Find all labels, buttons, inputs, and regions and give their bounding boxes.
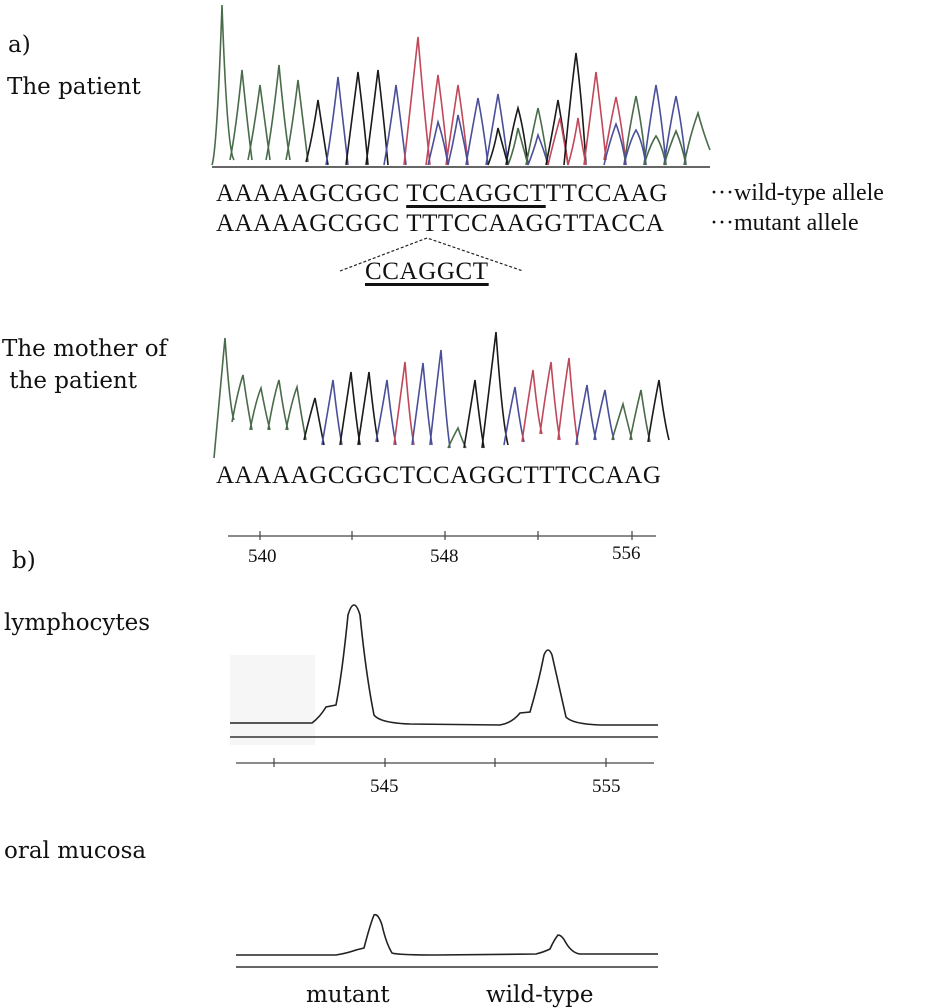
patient-mutant-sequence: AAAAAGCGGC TTTCCAAGGTTACCA	[216, 210, 665, 238]
oral-mucosa-label: oral mucosa	[4, 838, 147, 864]
mutant-seq-suffix: TTCCAAGGTTACCA	[422, 210, 665, 237]
bottom-tick-555: 555	[592, 776, 621, 797]
mother-chromatogram	[213, 331, 670, 459]
top-tick-556: 556	[612, 543, 641, 564]
wildtype-peak-label: wild-type	[486, 982, 594, 1008]
patient-wildtype-sequence: AAAAAGCGGC TCCAGGCTTTCCAAG	[216, 180, 668, 208]
mother-label-line1: The mother of	[2, 336, 168, 362]
top-tick-540: 540	[248, 546, 277, 567]
wildtype-seq-prefix: AAAAAGCGGC	[216, 180, 407, 207]
lymphocytes-bottom-axis	[236, 758, 654, 767]
panel-a-label: a)	[8, 32, 31, 58]
mother-label-line2: the patient	[2, 368, 137, 394]
bottom-tick-545: 545	[370, 776, 399, 797]
lymphocytes-trace	[230, 604, 658, 745]
mother-sequence: AAAAAGCGGCTCCAGGCTTTCCAAG	[216, 462, 662, 489]
duplicated-segment-text: CCAGGCT	[365, 258, 489, 285]
insertion-site: T	[406, 210, 423, 237]
mutant-seq-prefix: AAAAAGCGGC	[216, 210, 407, 237]
wildtype-seq-suffix: TTCCAAG	[545, 180, 668, 207]
mutant-allele-annotation: ···mutant allele	[710, 210, 859, 236]
top-tick-548: 548	[430, 546, 459, 567]
duplicated-segment: CCAGGCT	[365, 258, 489, 286]
panel-b-label: b)	[12, 548, 36, 574]
oral-mucosa-trace	[236, 913, 658, 968]
wildtype-allele-annotation: ···wild-type allele	[710, 180, 884, 206]
wildtype-duplicated-region: TCCAGGCT	[406, 180, 546, 207]
lymphocytes-label: lymphocytes	[4, 610, 151, 636]
patient-chromatogram	[211, 4, 711, 168]
lymphocytes-top-axis	[228, 531, 656, 540]
mutant-peak-label: mutant	[306, 982, 390, 1008]
patient-label: The patient	[7, 74, 141, 100]
insertion-bracket	[339, 237, 524, 272]
